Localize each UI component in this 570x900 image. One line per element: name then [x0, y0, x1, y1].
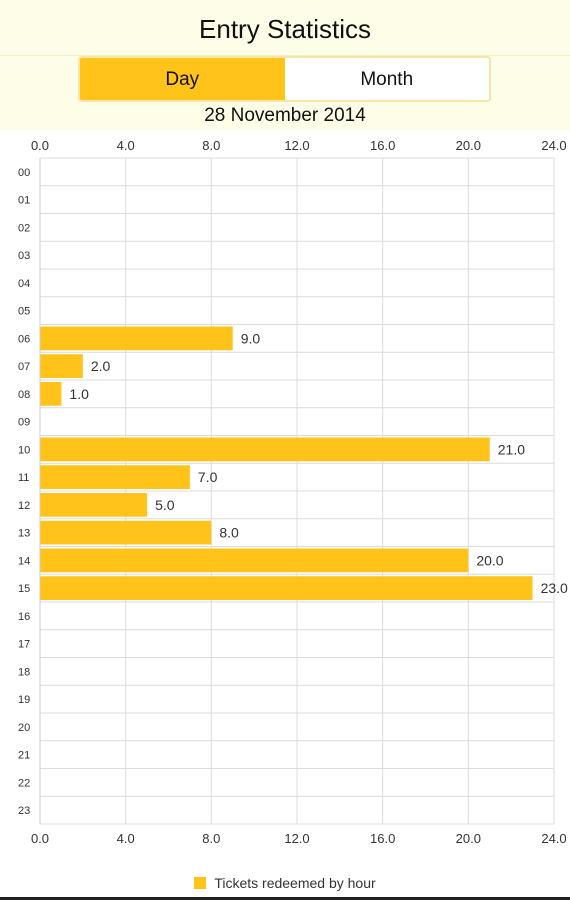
legend-swatch [194, 877, 207, 889]
bar [40, 382, 62, 406]
y-category-label: 12 [18, 500, 30, 512]
bottom-divider [0, 897, 570, 900]
y-category-label: 21 [18, 750, 30, 762]
y-category-label: 09 [18, 417, 30, 429]
y-category-label: 00 [18, 167, 30, 179]
bar [40, 354, 83, 378]
y-category-label: 07 [18, 361, 30, 373]
bar-value-label: 20.0 [476, 552, 503, 568]
y-category-label: 01 [18, 195, 30, 207]
bar [40, 548, 469, 573]
y-category-label: 19 [18, 694, 30, 706]
y-category-label: 11 [18, 472, 29, 484]
x-tick-label-top: 12.0 [284, 138, 309, 153]
x-tick-label-bottom: 16.0 [370, 831, 395, 846]
x-tick-label-bottom: 8.0 [202, 831, 220, 846]
bar-value-label: 9.0 [241, 330, 261, 346]
x-tick-label-top: 24.0 [541, 138, 566, 153]
selected-date: 28 November 2014 [204, 105, 366, 126]
x-tick-label-bottom: 20.0 [456, 831, 481, 846]
x-tick-label-top: 8.0 [202, 138, 220, 153]
bar [40, 576, 533, 600]
x-tick-label-bottom: 4.0 [117, 831, 135, 846]
y-category-label: 04 [18, 278, 30, 290]
bar-value-label: 8.0 [219, 525, 239, 541]
y-category-label: 18 [18, 666, 30, 678]
bar [40, 493, 148, 517]
page-title: Entry Statistics [0, 0, 570, 56]
bar [40, 326, 233, 351]
x-tick-label-top: 20.0 [456, 138, 481, 153]
y-category-label: 13 [18, 528, 30, 540]
hourly-bar-chart: 0.0 0.0 4.0 4.0 8.0 8.0 12.0 12.0 16.0 16.0 20.0 20… [18, 138, 568, 846]
y-category-label: 17 [18, 639, 30, 651]
bar-value-label: 2.0 [91, 358, 111, 374]
bar-value-label: 5.0 [155, 497, 175, 513]
x-tick-label-top: 4.0 [117, 138, 135, 153]
y-category-label: 05 [18, 306, 30, 318]
x-tick-label-top: 0.0 [31, 138, 49, 153]
legend-label: Tickets redeemed by hour [214, 875, 376, 891]
y-category-label: 15 [18, 583, 30, 595]
y-category-label: 08 [18, 389, 30, 401]
y-category-label: 03 [18, 250, 30, 262]
tab-month[interactable]: Month [360, 69, 414, 90]
y-category-label: 02 [18, 222, 30, 234]
header: Entry Statistics Day Month 28 November 2… [0, 0, 570, 130]
bar-value-label: 21.0 [498, 441, 525, 457]
y-category-label: 16 [18, 611, 30, 623]
y-category-label: 20 [18, 722, 30, 734]
y-category-label: 22 [18, 777, 30, 789]
y-category-label: 23 [18, 805, 30, 817]
bar-value-label: 1.0 [69, 386, 89, 402]
x-tick-label-bottom: 12.0 [284, 831, 309, 846]
period-toggle: Day Month [78, 56, 491, 102]
bar [40, 437, 490, 462]
bar [40, 520, 212, 545]
y-category-label: 06 [18, 333, 30, 345]
bar-value-label: 7.0 [198, 469, 218, 485]
y-category-label: 14 [18, 555, 30, 567]
chart-legend: Tickets redeemed by hour [0, 870, 570, 896]
x-tick-label-bottom: 0.0 [31, 831, 49, 846]
tab-day[interactable]: Day [80, 58, 285, 100]
bar [40, 465, 190, 489]
x-tick-label-top: 16.0 [370, 138, 395, 153]
x-tick-label-bottom: 24.0 [541, 831, 566, 846]
bar-value-label: 23.0 [541, 580, 568, 596]
y-category-label: 10 [18, 444, 30, 456]
